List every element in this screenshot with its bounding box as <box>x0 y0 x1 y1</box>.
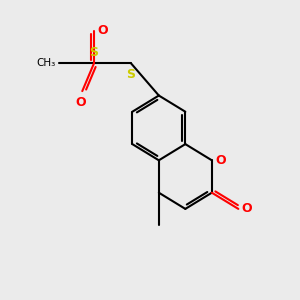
Text: CH₃: CH₃ <box>37 58 56 68</box>
Text: S: S <box>90 46 99 59</box>
Text: O: O <box>215 154 226 167</box>
Text: O: O <box>76 95 86 109</box>
Text: O: O <box>242 202 253 215</box>
Text: S: S <box>126 68 135 81</box>
Text: O: O <box>98 24 108 37</box>
